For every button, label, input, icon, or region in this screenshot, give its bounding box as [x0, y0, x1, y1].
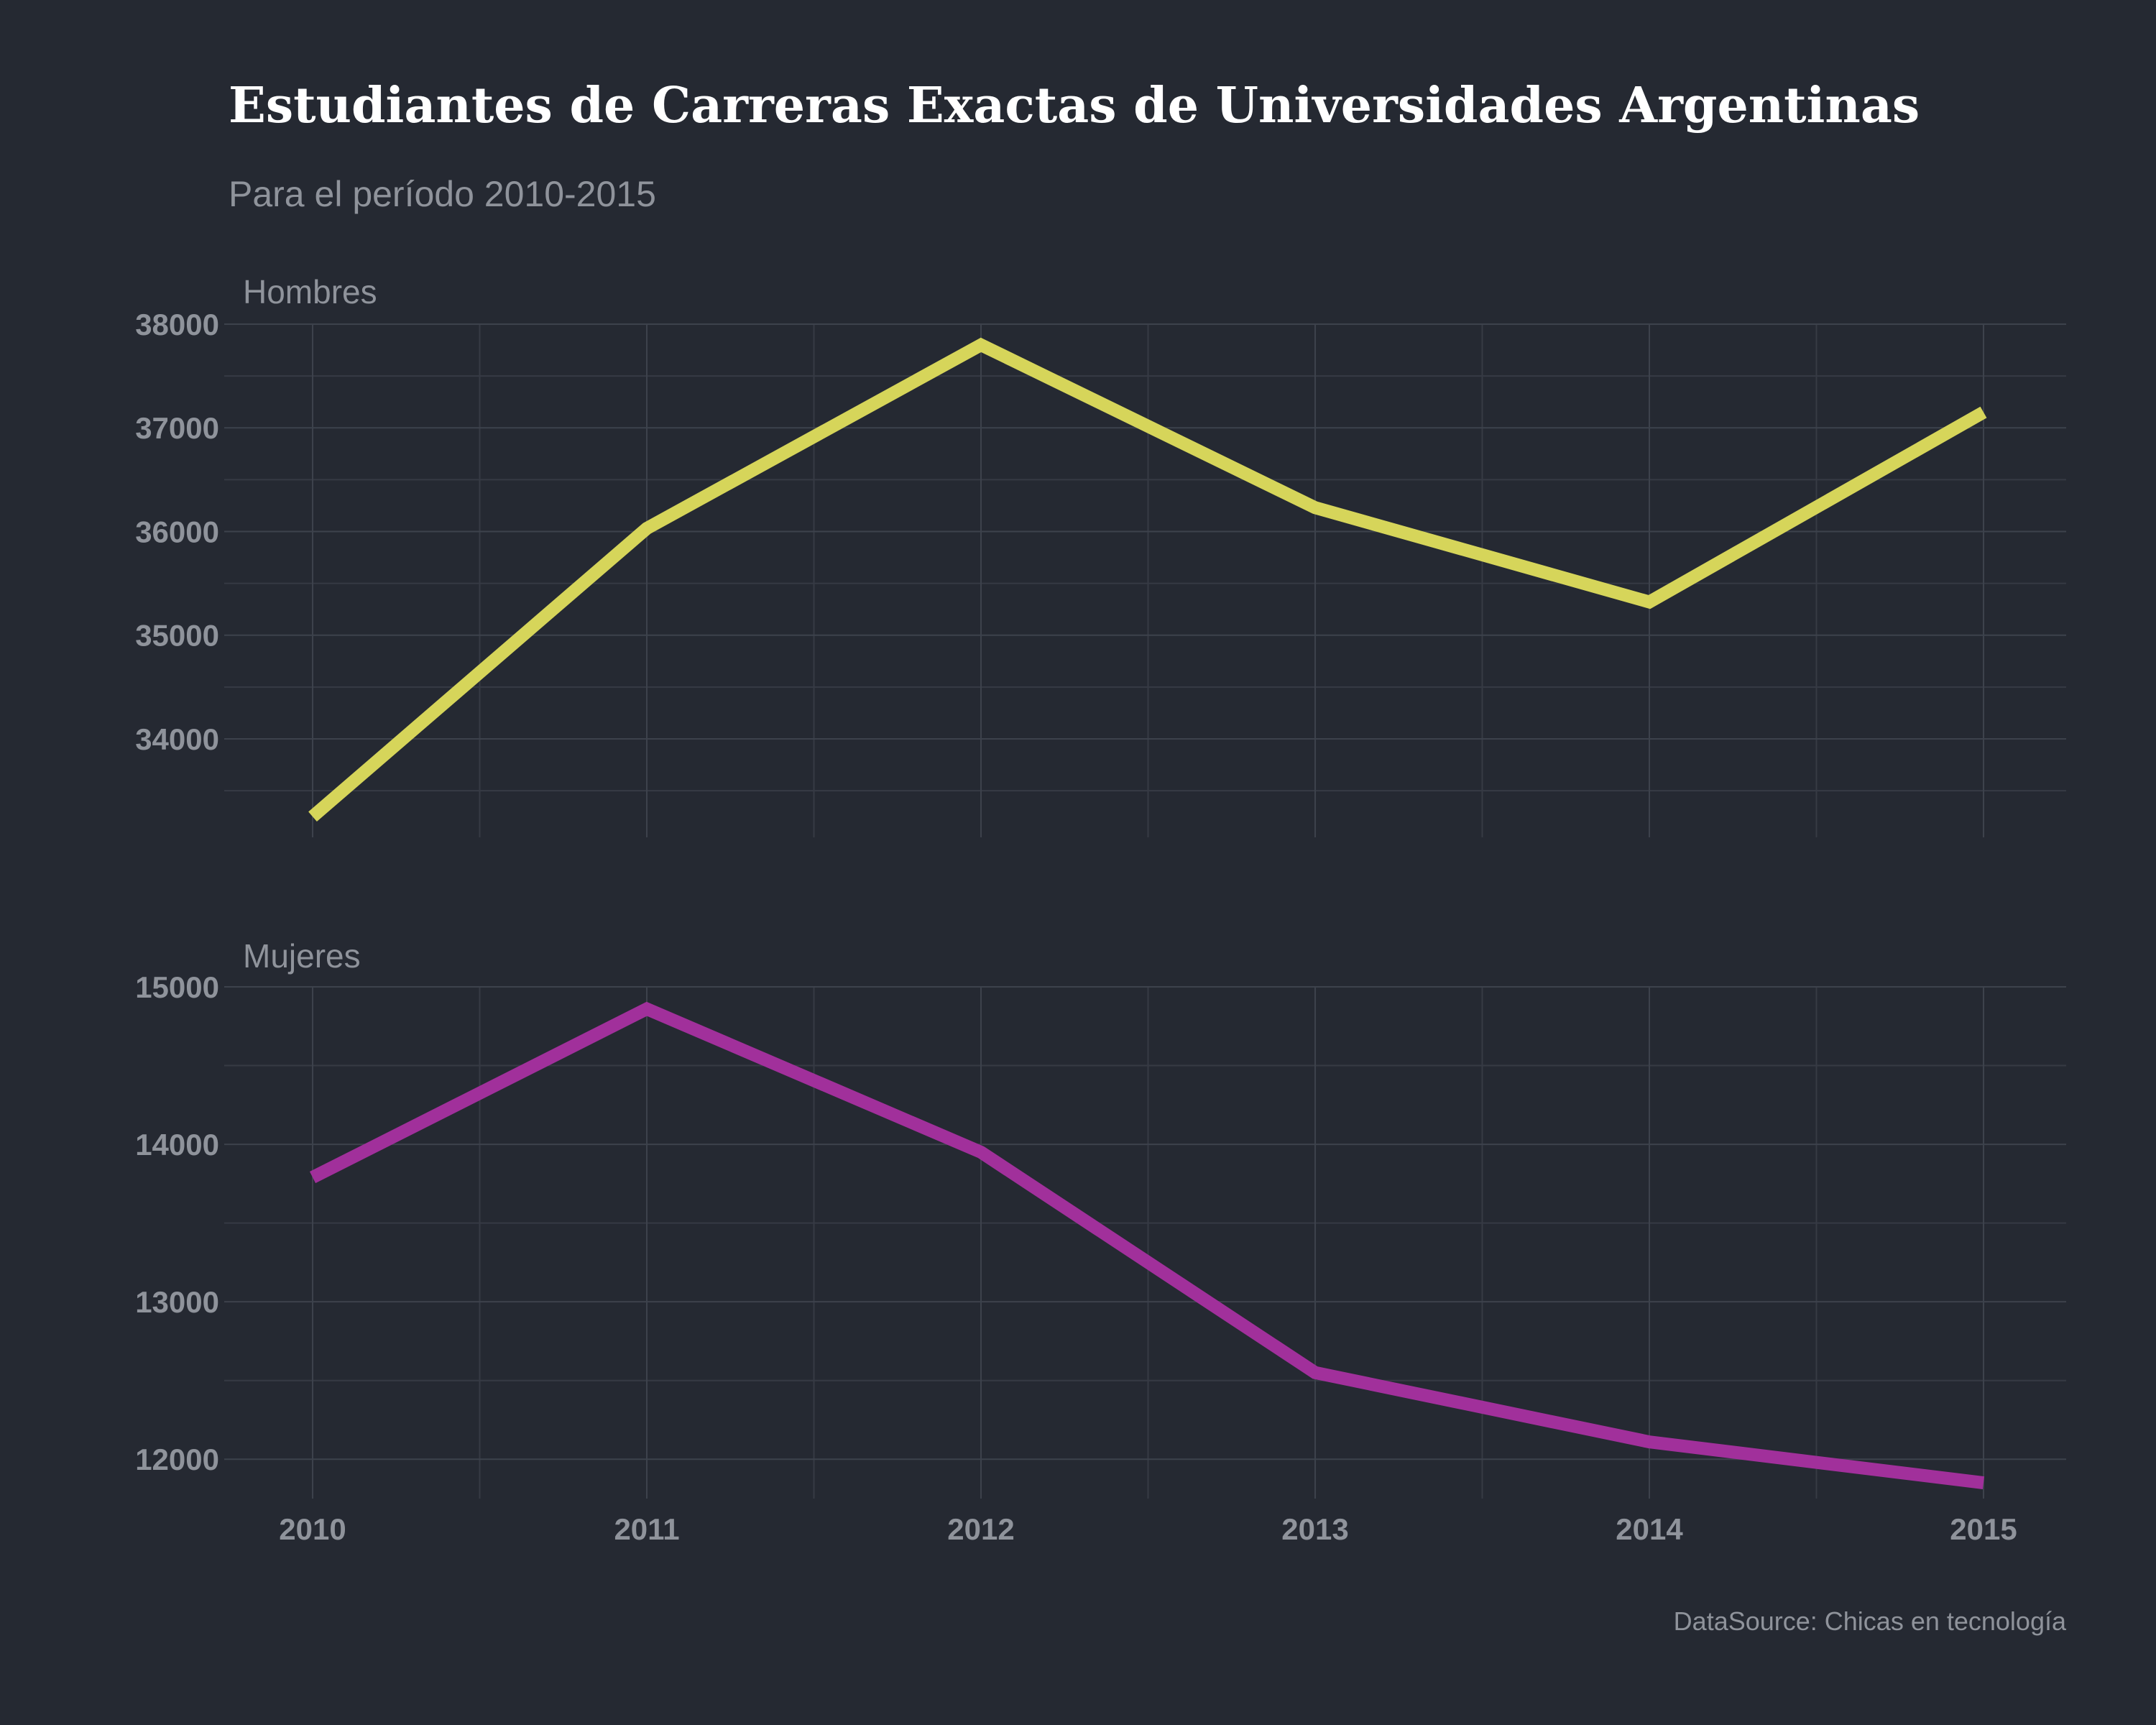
x-tick-label: 2014 [1616, 1512, 1683, 1546]
y-tick-label: 14000 [135, 1128, 219, 1162]
x-axis: 2010 2011 2012 2013 2014 2015 [279, 1512, 2017, 1546]
facet-label-mujeres: Mujeres [243, 937, 361, 975]
panel-hombres: Hombres 34000 35000 36000 37000 38000 [135, 273, 2066, 837]
y-tick-label: 37000 [135, 411, 219, 445]
chart-title: Estudiantes de Carreras Exactas de Unive… [229, 77, 1920, 134]
y-tick-label: 36000 [135, 515, 219, 548]
series-line-hombres [308, 337, 1987, 822]
chart-caption: DataSource: Chicas en tecnología [1674, 1606, 2067, 1636]
facet-label-hombres: Hombres [243, 273, 377, 310]
y-tick-label: 34000 [135, 722, 219, 756]
x-tick-label: 2015 [1950, 1512, 2017, 1546]
x-tick-label: 2011 [614, 1512, 679, 1546]
x-tick-label: 2012 [947, 1512, 1014, 1546]
y-tick-label: 13000 [135, 1285, 219, 1319]
x-tick-label: 2013 [1281, 1512, 1348, 1546]
chart-subtitle: Para el período 2010-2015 [229, 174, 656, 214]
facet-panels: Hombres 34000 35000 36000 37000 38000 Mujeres 1… [135, 273, 2066, 1499]
y-tick-label: 38000 [135, 308, 219, 341]
y-tick-label: 12000 [135, 1443, 219, 1476]
panel-mujeres: Mujeres 12000 13000 14000 15000 [135, 937, 2066, 1499]
y-tick-label: 35000 [135, 619, 219, 653]
series-line-mujeres [309, 1001, 1985, 1490]
x-tick-label: 2010 [279, 1512, 346, 1546]
y-tick-label: 15000 [135, 970, 219, 1004]
